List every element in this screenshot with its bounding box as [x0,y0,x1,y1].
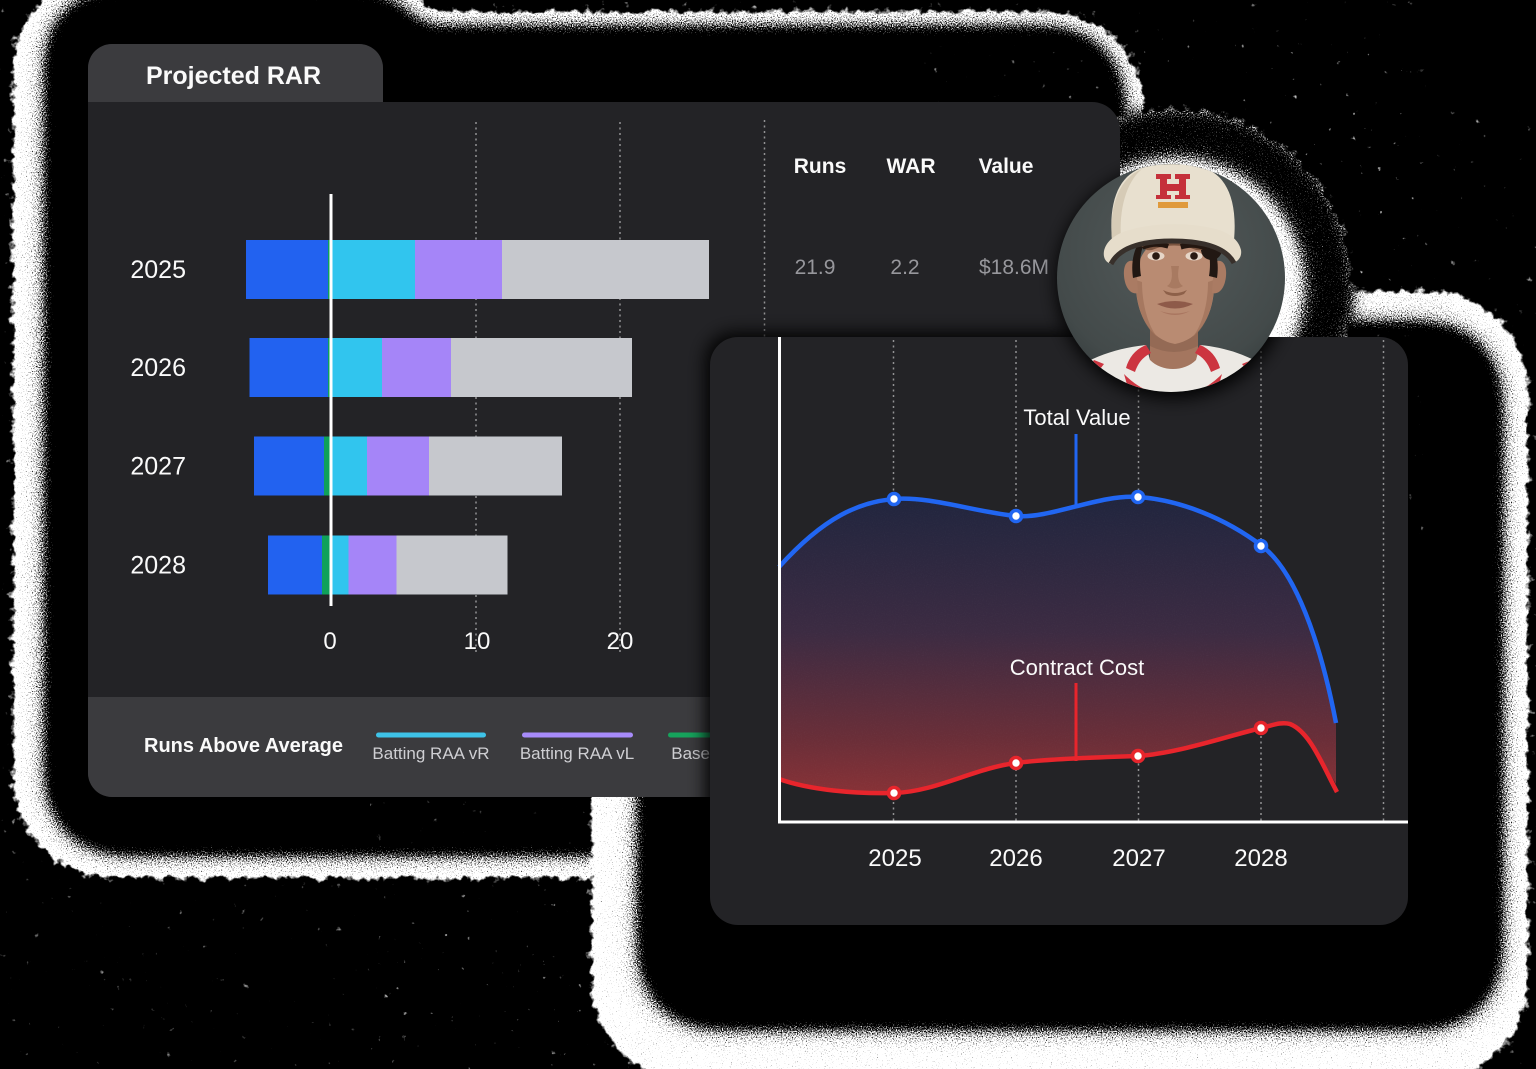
svg-text:Contract Cost: Contract Cost [1010,655,1145,680]
svg-text:20: 20 [607,628,634,655]
svg-text:10: 10 [464,628,491,655]
svg-text:21.9: 21.9 [795,256,836,279]
svg-text:2.2: 2.2 [890,256,919,279]
svg-text:2027: 2027 [1112,845,1165,872]
svg-text:2026: 2026 [989,845,1042,872]
svg-text:2027: 2027 [130,453,186,481]
svg-text:Runs Above Average: Runs Above Average [144,735,343,757]
svg-text:2025: 2025 [130,256,186,284]
svg-text:Batting RAA vL: Batting RAA vL [520,744,634,763]
svg-text:2025: 2025 [868,845,921,872]
svg-text:Value: Value [979,155,1034,178]
svg-text:0: 0 [323,628,336,655]
svg-text:2026: 2026 [130,354,186,382]
svg-text:Projected RAR: Projected RAR [146,62,321,90]
svg-text:Batting RAA vR: Batting RAA vR [372,744,489,763]
svg-text:Runs: Runs [794,155,847,178]
svg-text:WAR: WAR [887,155,936,178]
svg-text:2028: 2028 [1234,845,1287,872]
svg-text:$18.6M: $18.6M [979,256,1049,279]
svg-text:Total Value: Total Value [1023,405,1130,430]
svg-text:2028: 2028 [130,552,186,580]
